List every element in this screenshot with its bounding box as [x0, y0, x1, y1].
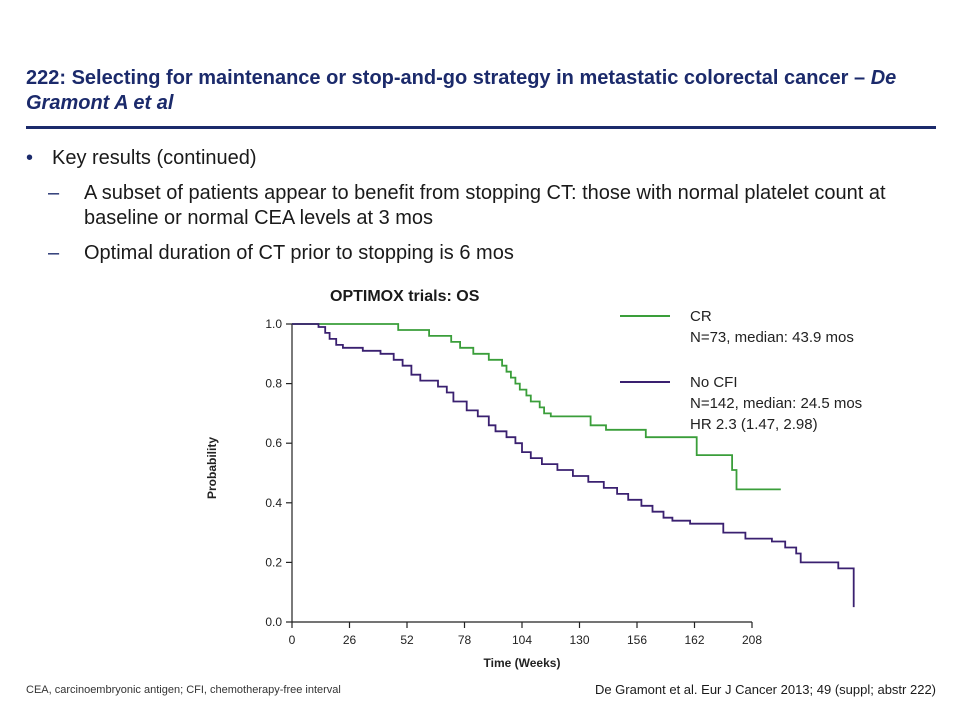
citation: De Gramont et al. Eur J Cancer 2013; 49 … — [594, 682, 936, 697]
x-tick-label: 208 — [742, 633, 762, 647]
x-tick-label: 156 — [627, 633, 647, 647]
legend-label: N=142, median: 24.5 mos — [690, 395, 862, 412]
y-tick-label: 0.0 — [265, 615, 282, 629]
legend-label: CR — [690, 308, 712, 325]
legend-label: No CFI — [690, 374, 738, 391]
legend-label: HR 2.3 (1.47, 2.98) — [690, 416, 818, 433]
y-tick-label: 0.8 — [265, 377, 282, 391]
chart-axes: 0.0 0.2 0.4 0.6 0.8 1.0 0 26 52 78 104 130 156 162 208… — [205, 317, 762, 670]
sub-bullet-item: A subset of patients appear to benefit f… — [26, 181, 926, 231]
chart-title: OPTIMOX trials: OS — [330, 288, 480, 305]
x-axis-label: Time (Weeks) — [484, 656, 561, 670]
series-line-no-cfi — [292, 323, 855, 608]
sub-bullet-item: Optimal duration of CT prior to stopping… — [26, 241, 926, 266]
chart-series — [292, 323, 855, 608]
x-tick-label: 26 — [343, 633, 357, 647]
y-tick-label: 0.6 — [265, 436, 282, 450]
title-divider — [26, 126, 936, 129]
bullet-list: Key results (continued) A subset of pati… — [26, 146, 926, 266]
x-tick-label: 104 — [512, 633, 532, 647]
legend-label: N=73, median: 43.9 mos — [690, 329, 854, 346]
x-tick-label: 52 — [400, 633, 414, 647]
slide-title: 222: Selecting for maintenance or stop-a… — [26, 66, 936, 116]
y-axis-label: Probability — [205, 437, 219, 499]
bullet-item: Key results (continued) — [26, 146, 926, 171]
x-tick-label: 0 — [289, 633, 296, 647]
y-tick-label: 1.0 — [265, 317, 282, 331]
y-tick-label: 0.2 — [265, 555, 282, 569]
slide-title-authors: De Gramont A et al — [26, 67, 897, 114]
series-line-cr — [292, 323, 781, 491]
slide-title-main: 222: Selecting for maintenance or stop-a… — [26, 67, 871, 89]
x-tick-label: 162 — [684, 633, 704, 647]
x-tick-label: 78 — [458, 633, 472, 647]
chart-legend: CR N=73, median: 43.9 mos No CFI N=142, med… — [620, 308, 862, 433]
x-tick-label: 130 — [569, 633, 589, 647]
footnote: CEA, carcinoembryonic antigen; CFI, chem… — [26, 684, 341, 696]
y-tick-label: 0.4 — [265, 496, 282, 510]
